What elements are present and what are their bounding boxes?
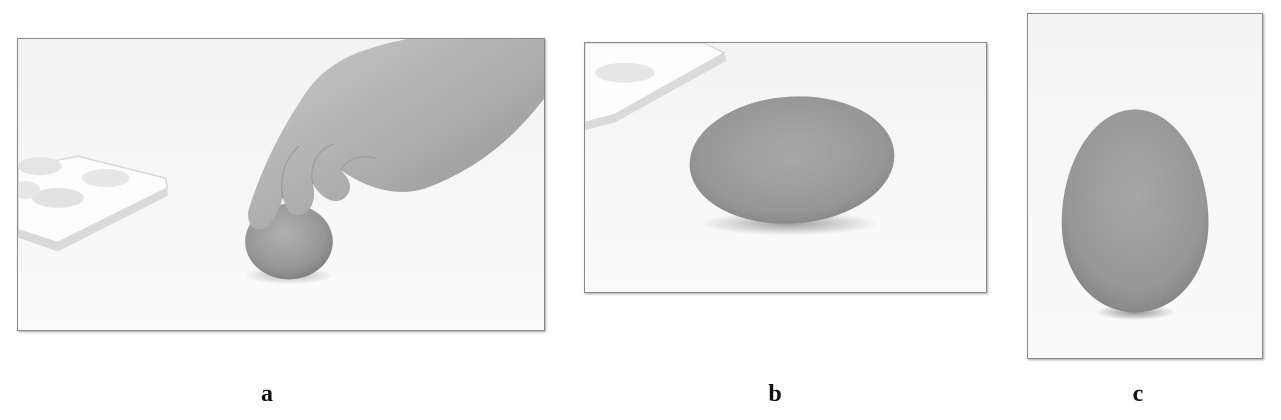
photo-egg-standing [1028, 14, 1262, 358]
photo-hand-placing-egg [18, 39, 544, 330]
photo-panel-b [584, 42, 987, 293]
photo-egg-lying [585, 43, 986, 292]
panel-label-c: c [1132, 381, 1144, 407]
photo-panel-a [17, 38, 545, 331]
photo-panel-c [1027, 13, 1263, 359]
panel-label-a: a [261, 381, 273, 407]
panel-label-b: b [768, 381, 782, 407]
